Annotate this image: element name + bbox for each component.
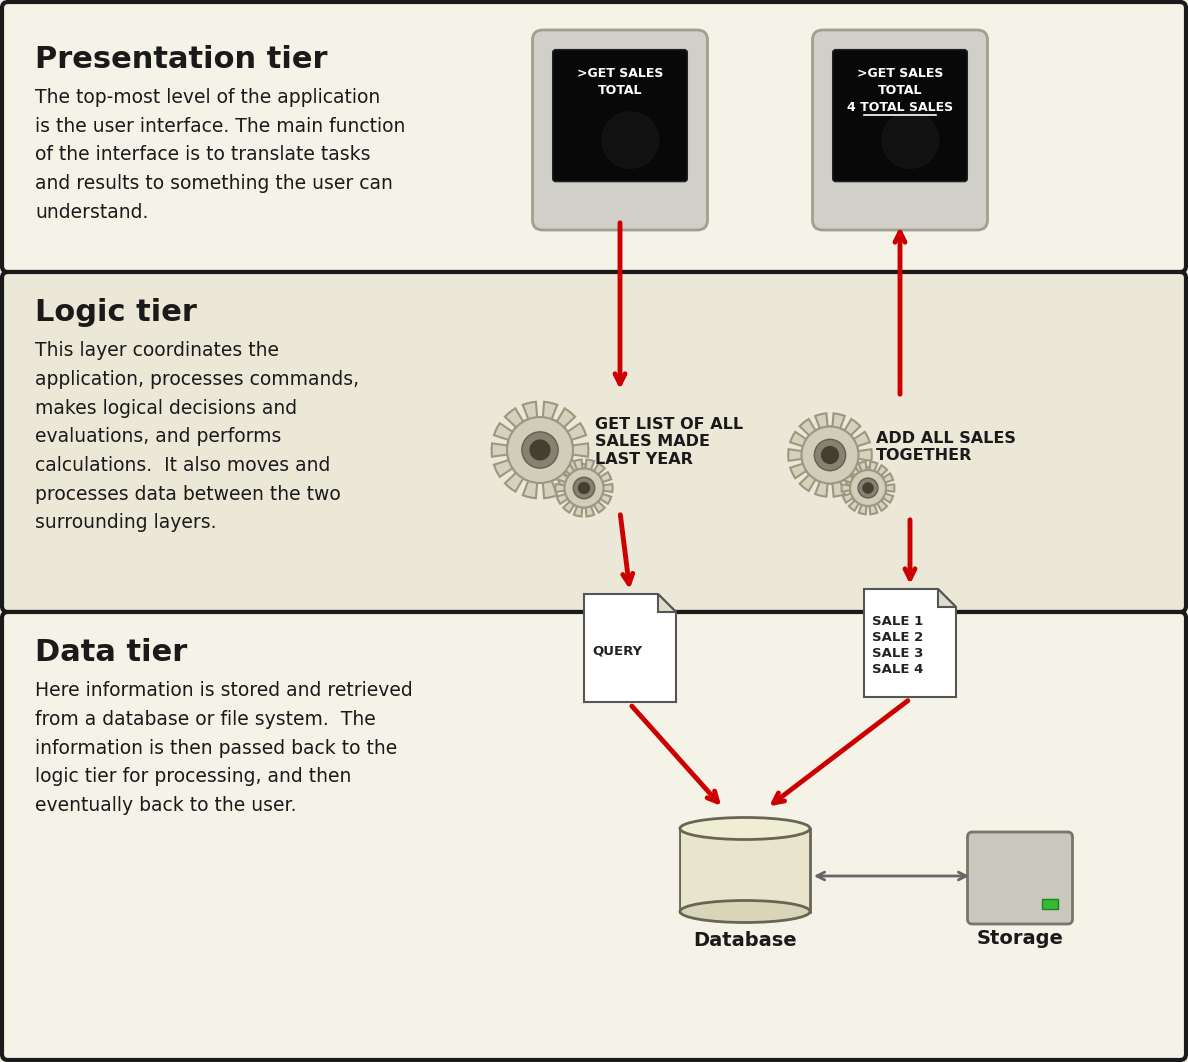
FancyBboxPatch shape	[552, 50, 688, 182]
Circle shape	[862, 482, 873, 494]
Bar	[681, 828, 809, 910]
Circle shape	[522, 432, 558, 468]
Text: Data tier: Data tier	[34, 638, 188, 667]
Polygon shape	[556, 460, 613, 516]
Circle shape	[881, 112, 939, 169]
FancyBboxPatch shape	[967, 832, 1073, 924]
Text: ADD ALL SALES
TOGETHER: ADD ALL SALES TOGETHER	[876, 431, 1016, 463]
Text: >GET SALES: >GET SALES	[857, 67, 943, 80]
Circle shape	[530, 440, 550, 461]
FancyBboxPatch shape	[2, 2, 1186, 272]
Polygon shape	[658, 594, 676, 612]
Text: 4 TOTAL SALES: 4 TOTAL SALES	[847, 101, 953, 114]
Text: Logic tier: Logic tier	[34, 298, 197, 327]
Polygon shape	[864, 589, 956, 697]
Text: Storage: Storage	[977, 929, 1063, 948]
Circle shape	[849, 470, 886, 506]
Ellipse shape	[680, 818, 810, 839]
Text: Database: Database	[693, 930, 797, 949]
FancyBboxPatch shape	[2, 272, 1186, 612]
Polygon shape	[584, 594, 676, 702]
Text: Here information is stored and retrieved
from a database or file system.  The
in: Here information is stored and retrieved…	[34, 681, 412, 815]
Circle shape	[821, 446, 839, 464]
Circle shape	[602, 112, 658, 169]
FancyBboxPatch shape	[813, 30, 987, 230]
FancyBboxPatch shape	[833, 50, 967, 182]
FancyBboxPatch shape	[2, 612, 1186, 1060]
Text: The top-most level of the application
is the user interface. The main function
o: The top-most level of the application is…	[34, 88, 405, 222]
Polygon shape	[789, 413, 872, 497]
Text: TOTAL: TOTAL	[878, 84, 922, 97]
Text: SALE 1: SALE 1	[872, 615, 923, 628]
Polygon shape	[492, 401, 588, 498]
Text: >GET SALES: >GET SALES	[577, 67, 663, 80]
Bar	[1042, 900, 1057, 909]
Ellipse shape	[680, 901, 810, 923]
Polygon shape	[841, 462, 895, 514]
Text: GET LIST OF ALL
SALES MADE
LAST YEAR: GET LIST OF ALL SALES MADE LAST YEAR	[595, 417, 744, 467]
Text: SALE 3: SALE 3	[872, 647, 923, 660]
Text: This layer coordinates the
application, processes commands,
makes logical decisi: This layer coordinates the application, …	[34, 341, 359, 532]
Circle shape	[802, 427, 859, 483]
Circle shape	[577, 482, 590, 494]
Bar	[680, 828, 810, 911]
Circle shape	[574, 477, 595, 499]
Circle shape	[564, 468, 604, 508]
Circle shape	[507, 417, 573, 483]
Text: QUERY: QUERY	[592, 644, 643, 657]
Circle shape	[858, 478, 878, 498]
Text: TOTAL: TOTAL	[598, 84, 643, 97]
Text: SALE 4: SALE 4	[872, 663, 923, 676]
Circle shape	[814, 440, 846, 470]
Polygon shape	[939, 589, 956, 607]
Text: Presentation tier: Presentation tier	[34, 45, 328, 74]
FancyBboxPatch shape	[532, 30, 708, 230]
Text: SALE 2: SALE 2	[872, 631, 923, 644]
